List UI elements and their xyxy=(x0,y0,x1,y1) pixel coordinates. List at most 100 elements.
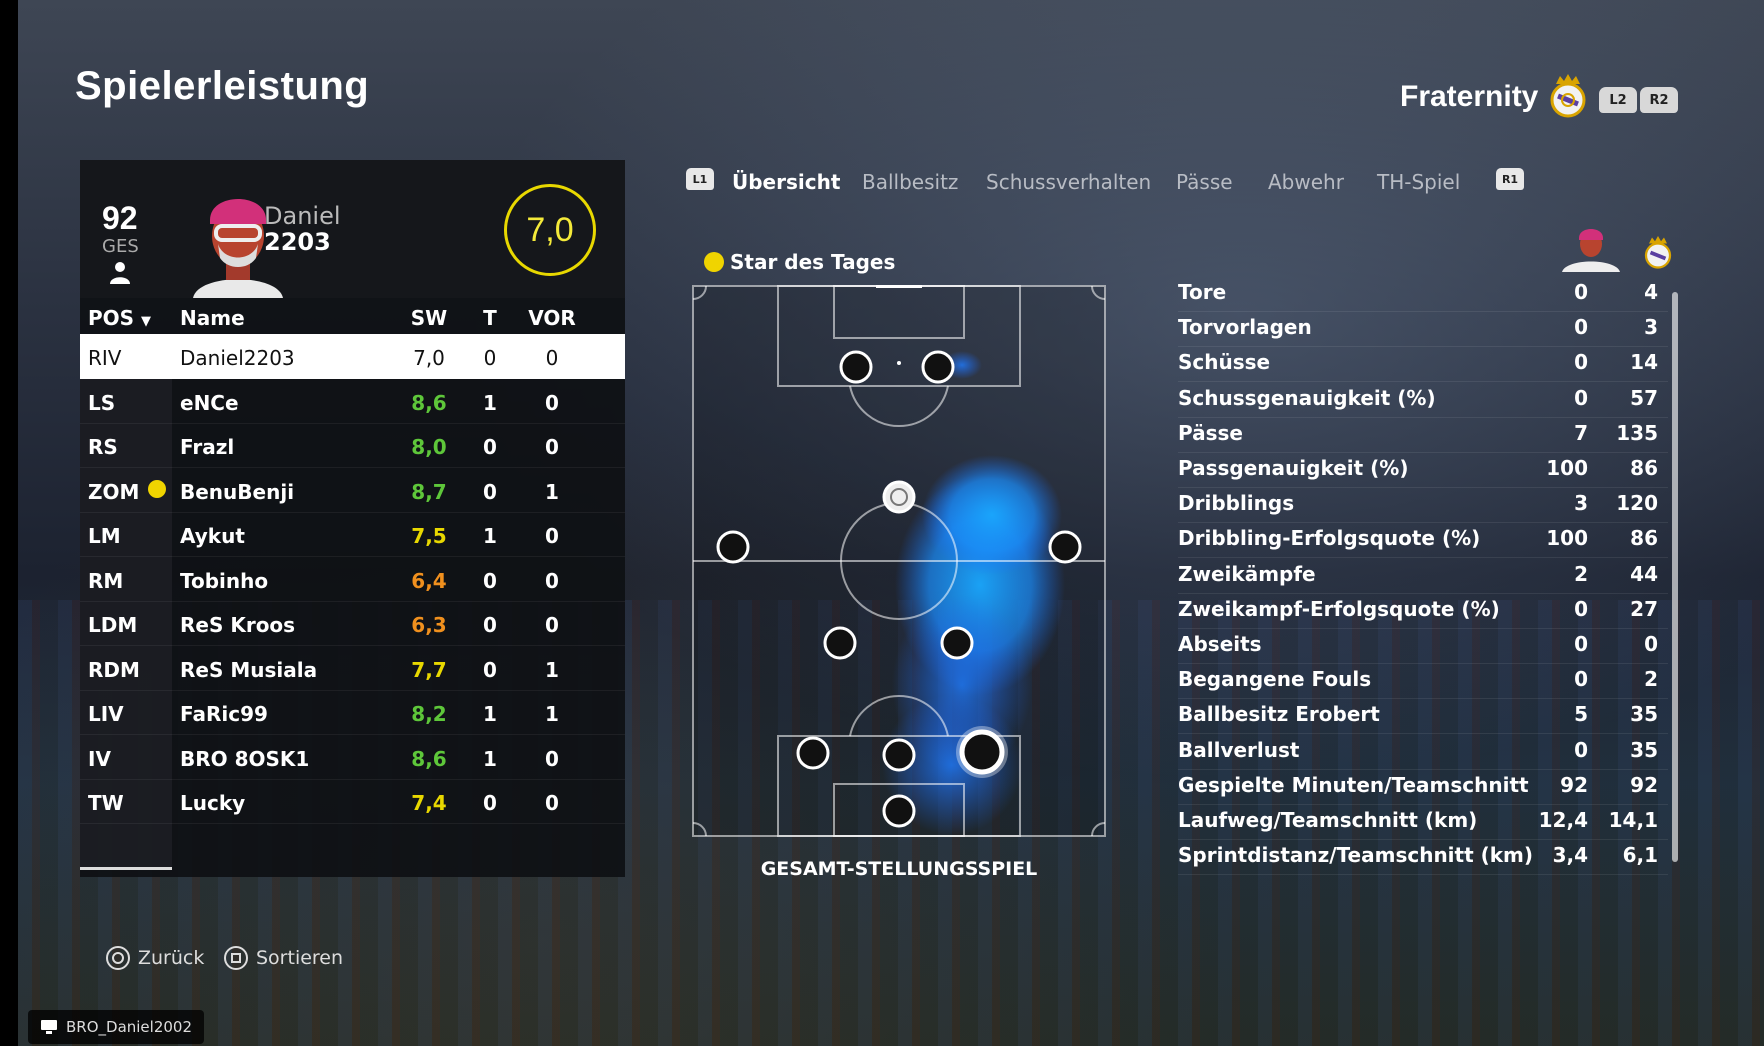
player-card: 92 GES Daniel 2203 7,0 xyxy=(80,160,625,298)
stat-player-value: 0 xyxy=(1574,350,1588,375)
pos-cell: LDM xyxy=(88,613,138,637)
rating-cell: 6,3 xyxy=(411,613,447,637)
person-icon xyxy=(110,262,130,284)
stat-team-value: 92 xyxy=(1630,772,1658,797)
table-row[interactable]: LM Aykut 7,5 1 0 xyxy=(80,512,625,557)
stat-player-value: 0 xyxy=(1574,385,1588,410)
tab-abwehr[interactable]: Abwehr xyxy=(1268,170,1344,194)
table-row[interactable]: RIV Daniel2203 7,0 0 0 xyxy=(80,334,625,379)
table-row[interactable]: RM Tobinho 6,4 0 0 xyxy=(80,557,625,602)
pos-cell: LM xyxy=(88,524,121,548)
stats-scrollbar-thumb[interactable] xyxy=(1672,292,1678,862)
rating-cell: 8,0 xyxy=(411,435,447,459)
rating-cell: 7,4 xyxy=(411,791,447,815)
back-button[interactable]: Zurück xyxy=(106,946,204,970)
stat-team-value: 0 xyxy=(1644,632,1658,656)
stat-team-value: 57 xyxy=(1630,385,1658,410)
table-row[interactable]: IV BRO 8OSK1 8,6 1 0 xyxy=(80,735,625,780)
stat-label: Ballbesitz Erobert xyxy=(1178,702,1380,727)
name-cell: eNCe xyxy=(180,390,239,415)
table-row[interactable]: ZOM BenuBenji 8,7 0 1 xyxy=(80,468,625,513)
sort-button[interactable]: Sortieren xyxy=(224,946,343,970)
stat-player-value: 12,4 xyxy=(1538,808,1588,832)
stat-team-value: 27 xyxy=(1630,596,1658,621)
stat-row: Laufweg/Teamschnitt (km) 12,4 14,1 xyxy=(1178,804,1668,840)
star-of-the-day-icon xyxy=(148,479,166,498)
left-border xyxy=(0,0,18,1046)
stat-label: Zweikampf-Erfolgsquote (%) xyxy=(1178,596,1500,621)
name-cell: Aykut xyxy=(180,524,245,548)
stat-player-value: 0 xyxy=(1574,315,1588,340)
pos-cell: IV xyxy=(88,746,111,771)
name-header[interactable]: Name xyxy=(180,306,245,330)
pos-header[interactable]: POS ▼ xyxy=(88,306,152,330)
table-row[interactable]: TW Lucky 7,4 0 0 xyxy=(80,779,625,824)
assists-cell: 0 xyxy=(545,746,559,771)
table-row[interactable]: LS eNCe 8,6 1 0 xyxy=(80,379,625,424)
goals-cell: 0 xyxy=(483,568,497,593)
table-row[interactable]: LIV FaRic99 8,2 1 1 xyxy=(80,690,625,735)
assists-cell: 0 xyxy=(545,346,559,370)
vor-header[interactable]: VOR xyxy=(528,306,576,330)
name-cell: BRO 8OSK1 xyxy=(180,746,310,771)
assists-cell: 0 xyxy=(545,568,559,593)
r1-button[interactable]: R1 xyxy=(1496,168,1524,190)
l2-button[interactable]: L2 xyxy=(1599,87,1637,113)
r2-button[interactable]: R2 xyxy=(1640,87,1678,113)
assists-cell: 0 xyxy=(545,435,559,459)
tab-th-spiel[interactable]: TH-Spiel xyxy=(1377,170,1461,194)
stat-player-value: 100 xyxy=(1546,456,1588,480)
back-label: Zurück xyxy=(138,947,205,969)
tab-ballbesitz[interactable]: Ballbesitz xyxy=(862,170,959,194)
stat-team-value: 120 xyxy=(1616,491,1658,516)
stat-player-value: 5 xyxy=(1574,702,1588,727)
goals-cell: 1 xyxy=(483,524,497,548)
stat-team-value: 86 xyxy=(1630,526,1658,551)
rating-cell: 8,7 xyxy=(411,479,447,504)
pos-cell: LS xyxy=(88,390,116,415)
goals-cell: 0 xyxy=(483,657,497,682)
rating-cell: 8,6 xyxy=(411,746,447,771)
stat-team-value: 6,1 xyxy=(1622,843,1658,868)
stat-label: Schussgenauigkeit (%) xyxy=(1178,385,1436,410)
stat-team-value: 3 xyxy=(1644,315,1658,340)
page-title: Spielerleistung xyxy=(75,64,370,108)
table-row[interactable]: RDM ReS Musiala 7,7 0 1 xyxy=(80,646,625,691)
stat-team-value: 135 xyxy=(1616,420,1658,445)
stat-label: Passgenauigkeit (%) xyxy=(1178,456,1409,480)
sw-header[interactable]: SW xyxy=(410,306,448,330)
stat-label: Abseits xyxy=(1178,632,1262,656)
monitor-icon xyxy=(41,1020,57,1034)
tab-schussverhalten[interactable]: Schussverhalten xyxy=(986,170,1152,194)
stat-player-value: 0 xyxy=(1574,667,1588,692)
stat-label: Zweikämpfe xyxy=(1178,561,1316,586)
stat-player-value: 7 xyxy=(1574,420,1588,445)
stat-player-value: 92 xyxy=(1560,772,1588,797)
position-column-divider xyxy=(80,867,172,870)
table-row[interactable]: LDM ReS Kroos 6,3 0 0 xyxy=(80,601,625,646)
match-rating: 7,0 xyxy=(504,184,596,276)
name-cell: Frazl xyxy=(180,435,235,459)
stat-player-value: 0 xyxy=(1574,737,1588,762)
stat-player-value: 0 xyxy=(1574,632,1588,656)
t-header[interactable]: T xyxy=(483,306,497,330)
stat-row: Tore 0 4 xyxy=(1178,276,1668,312)
star-of-the-day-label: Star des Tages xyxy=(730,250,896,274)
player-first-name: Daniel xyxy=(264,202,341,230)
rating-cell: 8,6 xyxy=(411,390,447,415)
table-row[interactable]: RS Frazl 8,0 0 0 xyxy=(80,423,625,468)
pos-cell: RIV xyxy=(88,346,122,370)
stat-row: Passgenauigkeit (%) 100 86 xyxy=(1178,452,1668,488)
stat-team-value: 35 xyxy=(1630,702,1658,727)
stat-label: Ballverlust xyxy=(1178,737,1300,762)
goals-cell: 1 xyxy=(483,746,497,771)
tab-paesse[interactable]: Pässe xyxy=(1176,170,1233,194)
stat-player-value: 0 xyxy=(1574,280,1588,304)
tab-uebersicht[interactable]: Übersicht xyxy=(732,170,841,194)
stat-label: Laufweg/Teamschnitt (km) xyxy=(1178,808,1478,832)
l1-button[interactable]: L1 xyxy=(686,168,714,190)
overall-label: GES xyxy=(102,236,139,257)
stat-player-value: 0 xyxy=(1574,596,1588,621)
stat-row: Begangene Fouls 0 2 xyxy=(1178,663,1668,700)
rating-cell: 6,4 xyxy=(411,568,447,593)
